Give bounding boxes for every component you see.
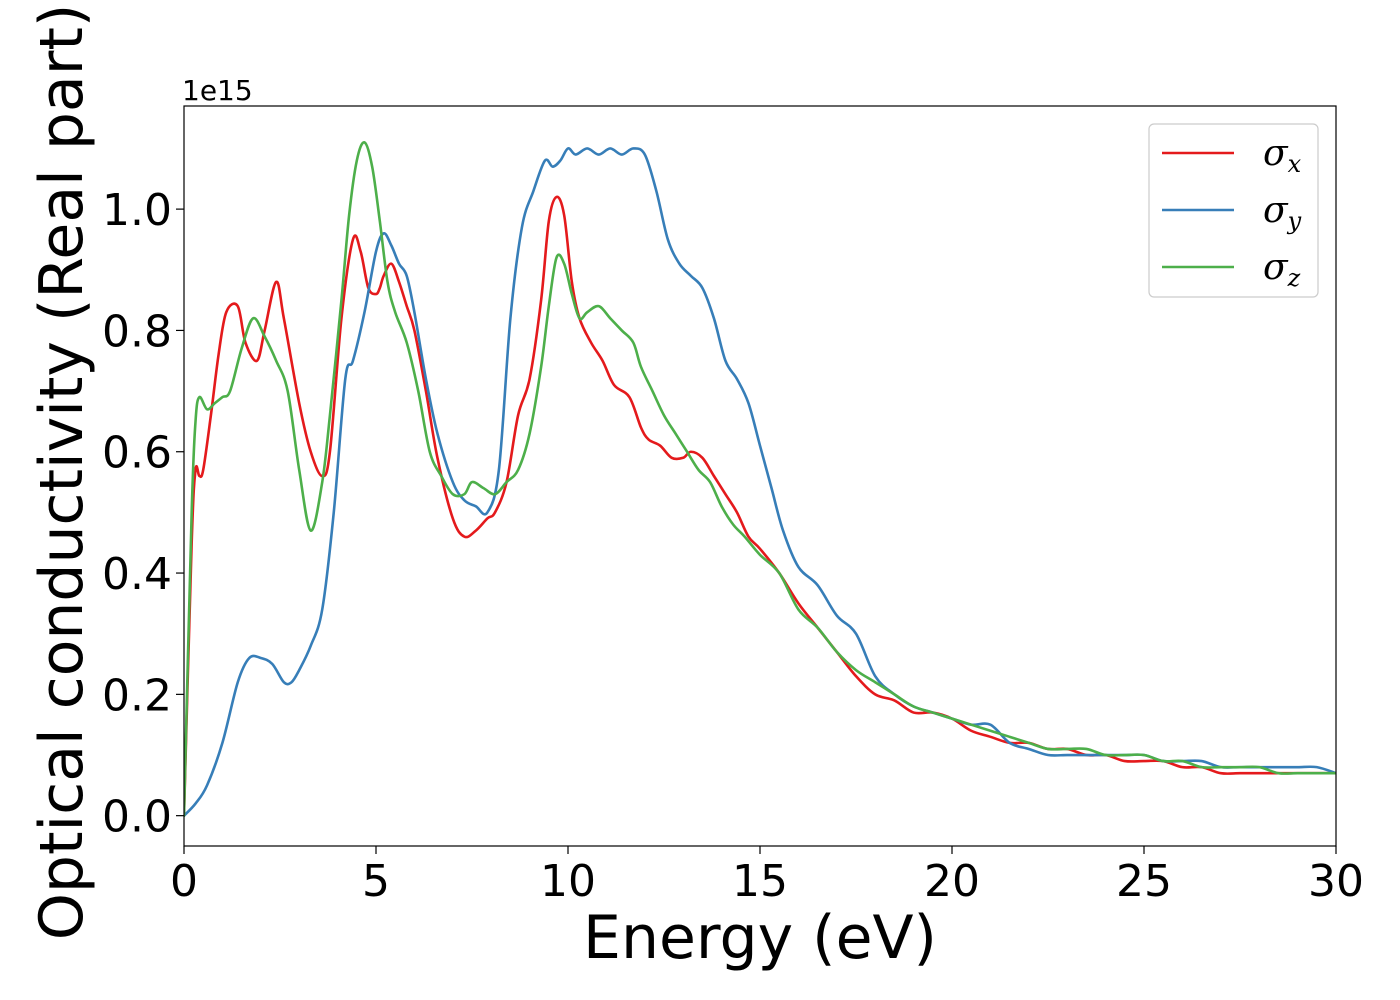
y-axis-label: Optical conductivity (Real part) [27, 4, 97, 941]
y-axis-ticks: 0.0 0.2 0.4 0.6 0.8 1.0 [102, 185, 184, 843]
y-tick-label: 0.6 [102, 428, 172, 479]
y-tick-label: 1.0 [102, 185, 172, 236]
y-tick-label: 0.4 [102, 549, 172, 600]
y-tick-label: 0.8 [102, 306, 172, 357]
legend-label-x: σx [1263, 133, 1302, 178]
legend-label-z: σz [1263, 247, 1301, 292]
plot-area [184, 141, 1336, 817]
y-axis-offset-label: 1e15 [182, 74, 253, 107]
series-line-y [184, 147, 1336, 817]
x-tick-label: 10 [540, 856, 596, 907]
x-tick-label: 25 [1116, 856, 1172, 907]
legend: σx σy σz [1148, 123, 1319, 298]
x-tick-label: 30 [1308, 856, 1364, 907]
x-axis-label: Energy (eV) [583, 903, 937, 973]
series-line-z [184, 141, 1336, 817]
x-tick-label: 20 [924, 856, 980, 907]
x-tick-label: 5 [362, 856, 390, 907]
x-tick-label: 15 [732, 856, 788, 907]
x-axis-ticks: 0 5 10 15 20 25 30 [170, 846, 1364, 907]
legend-label-y: σy [1263, 190, 1302, 235]
x-tick-label: 0 [170, 856, 198, 907]
y-tick-label: 0.2 [102, 670, 172, 721]
y-tick-label: 0.0 [102, 792, 172, 843]
